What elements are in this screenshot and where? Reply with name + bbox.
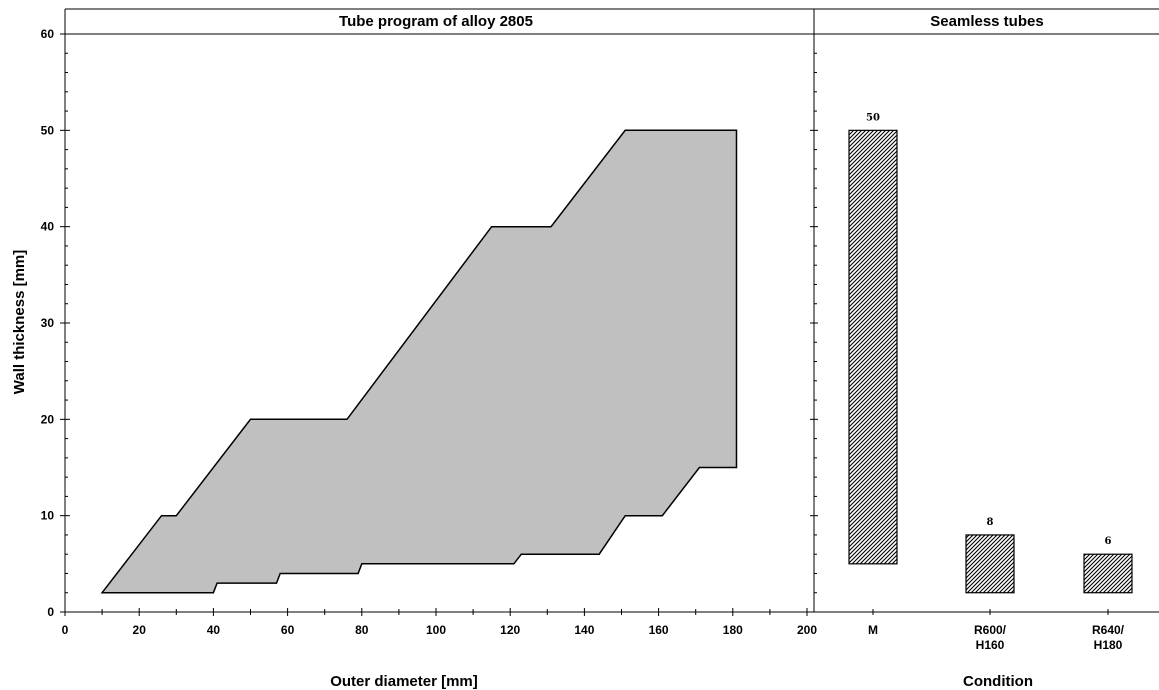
y-tick-label: 30 xyxy=(41,316,55,330)
x-tick-label: 140 xyxy=(574,623,594,637)
x-tick-label: 60 xyxy=(281,623,295,637)
axis-ticks: 0 10 20 30 40 50 60 0 20 40 60 80 100 120 140 160 180 200 xyxy=(41,27,1109,637)
bar-value-label: 50 xyxy=(866,112,880,123)
condition-bar xyxy=(848,129,898,565)
y-axis-label: Wall thickness [mm] xyxy=(11,250,28,394)
x-tick-label: 0 xyxy=(62,623,69,637)
condition-bar xyxy=(1083,553,1133,594)
tube-program-polygon xyxy=(100,129,738,594)
y-tick-label: 50 xyxy=(41,123,55,137)
condition-axis-label: Condition xyxy=(963,673,1033,690)
left-chart-title: Tube program of alloy 2805 xyxy=(339,13,533,30)
category-label: R600/ xyxy=(974,623,1007,637)
y-tick-label: 20 xyxy=(41,412,55,426)
y-tick-label: 40 xyxy=(41,220,55,234)
x-tick-label: 20 xyxy=(133,623,147,637)
y-tick-label: 10 xyxy=(41,509,55,523)
x-tick-label: 180 xyxy=(723,623,743,637)
tube-program-area xyxy=(100,129,738,594)
bar-value-label: 8 xyxy=(987,517,994,528)
category-label: H160 xyxy=(976,638,1005,652)
x-axis-label: Outer diameter [mm] xyxy=(330,673,478,690)
seamless-tube-bars: 50 M 8 R600/H160 6 R640/H180 xyxy=(848,112,1133,652)
x-tick-label: 120 xyxy=(500,623,520,637)
right-chart-title: Seamless tubes xyxy=(930,13,1043,30)
x-tick-label: 100 xyxy=(426,623,446,637)
category-label: M xyxy=(868,623,878,637)
x-tick-label: 80 xyxy=(355,623,369,637)
x-tick-label: 40 xyxy=(207,623,221,637)
condition-bar xyxy=(965,534,1015,594)
x-tick-label: 200 xyxy=(797,623,817,637)
x-tick-label: 160 xyxy=(649,623,669,637)
plot-frame xyxy=(64,8,1159,613)
category-label: R640/ xyxy=(1092,623,1125,637)
bar-value-label: 6 xyxy=(1105,536,1112,547)
y-tick-label: 60 xyxy=(41,27,55,41)
y-tick-label: 0 xyxy=(47,605,54,619)
category-label: H180 xyxy=(1094,638,1123,652)
